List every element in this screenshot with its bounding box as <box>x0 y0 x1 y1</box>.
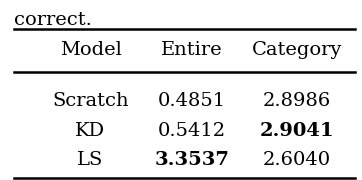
Text: 0.5412: 0.5412 <box>158 122 226 140</box>
Text: 2.6040: 2.6040 <box>263 151 331 169</box>
Text: 3.3537: 3.3537 <box>155 151 229 169</box>
Text: correct.: correct. <box>14 11 92 29</box>
Text: Model: Model <box>60 41 121 59</box>
Text: Entire: Entire <box>161 41 223 59</box>
Text: 2.9041: 2.9041 <box>260 122 334 140</box>
Text: Category: Category <box>252 41 342 59</box>
Text: LS: LS <box>77 151 104 169</box>
Text: KD: KD <box>75 122 106 140</box>
Text: Scratch: Scratch <box>52 92 129 110</box>
Text: 2.8986: 2.8986 <box>263 92 331 110</box>
Text: 0.4851: 0.4851 <box>158 92 226 110</box>
